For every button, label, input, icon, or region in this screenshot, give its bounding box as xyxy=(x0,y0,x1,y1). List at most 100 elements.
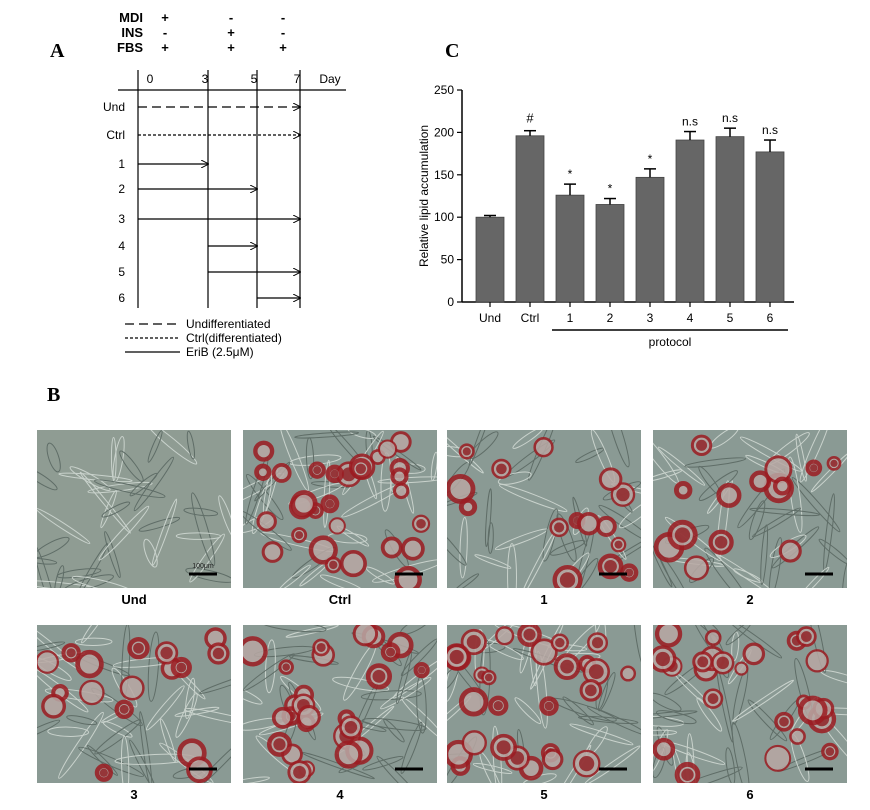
lipid-droplet xyxy=(160,646,173,660)
lipid-droplet xyxy=(212,647,225,660)
lipid-cell xyxy=(805,649,829,673)
cell-outline xyxy=(549,540,586,556)
lipid-cell xyxy=(620,665,637,682)
lipid-cell xyxy=(772,476,792,496)
micrograph-label: 5 xyxy=(540,787,548,802)
cell-outline xyxy=(768,537,783,588)
cell-outline xyxy=(145,430,198,465)
treatment-sign: + xyxy=(161,10,169,25)
micrograph-label: Ctrl xyxy=(328,592,352,607)
lipid-cell xyxy=(339,549,367,578)
cell-outline xyxy=(747,699,788,742)
micrograph-3 xyxy=(37,625,231,783)
lipid-droplet xyxy=(616,487,630,502)
day-tick-label: 0 xyxy=(147,72,154,86)
protocol-row-label: 3 xyxy=(118,212,125,226)
cell-outline xyxy=(159,718,177,762)
lipid-droplet xyxy=(496,463,507,475)
micrograph-label: Und xyxy=(121,592,147,607)
x-tick-label: Und xyxy=(479,311,501,325)
cell-outline xyxy=(74,637,113,646)
lipid-cell xyxy=(352,625,379,647)
bar xyxy=(715,136,745,303)
lipid-droplet xyxy=(282,663,290,671)
cell-outline xyxy=(799,430,832,483)
lipid-cell xyxy=(271,463,292,483)
cell-outline xyxy=(66,715,98,726)
cell-outline xyxy=(842,560,847,588)
micrograph-label: 2 xyxy=(746,592,754,607)
protocol-row-label: Und xyxy=(103,100,125,114)
cell-outline xyxy=(380,677,432,710)
cell-outline xyxy=(752,507,801,538)
lipid-cell xyxy=(290,490,318,518)
cell-outline xyxy=(823,493,835,572)
lipid-cell xyxy=(789,728,806,745)
lipid-droplet xyxy=(344,720,358,734)
cell-outline xyxy=(655,710,697,725)
cell-outline xyxy=(37,580,100,588)
cell-outline xyxy=(749,507,820,517)
cell-outline xyxy=(731,722,750,783)
significance-label: # xyxy=(526,111,534,126)
cell-outline xyxy=(37,536,70,559)
cell-outline xyxy=(138,516,181,532)
cell-outline xyxy=(361,717,427,731)
lipid-cell xyxy=(401,536,425,561)
cell-outline xyxy=(597,672,616,712)
lipid-cell xyxy=(37,650,60,674)
cell-outline xyxy=(37,507,91,545)
cell-outline xyxy=(684,457,747,468)
cell-outline xyxy=(184,677,196,720)
lipid-cell xyxy=(75,649,104,679)
lipid-cell xyxy=(530,638,558,666)
scale-bar-label: 100μm xyxy=(192,563,214,570)
lipid-droplet xyxy=(655,651,670,667)
cell-outline xyxy=(597,515,627,560)
cell-outline xyxy=(175,693,198,738)
y-tick-label: 0 xyxy=(447,295,454,309)
lipid-droplet xyxy=(119,704,129,714)
lipid-droplet xyxy=(462,447,471,456)
legend-label: Undifferentiated xyxy=(186,317,271,331)
x-tick-label: 5 xyxy=(727,311,734,325)
cell-outline xyxy=(147,430,163,463)
day-axis-label: Day xyxy=(319,72,340,86)
cell-outline xyxy=(46,442,61,473)
cell-outline xyxy=(716,480,730,560)
lipid-droplet xyxy=(386,647,396,657)
cell-outline xyxy=(514,697,542,724)
micrograph-image xyxy=(653,430,847,588)
bar xyxy=(635,176,665,303)
cell-outline xyxy=(704,547,751,588)
protocol-group-label: protocol xyxy=(649,335,692,349)
lipid-droplet xyxy=(714,535,728,549)
lipid-cell xyxy=(495,626,515,646)
lipid-droplet xyxy=(329,560,338,570)
cell-outline xyxy=(727,625,783,659)
day-tick-label: 7 xyxy=(294,72,301,86)
lipid-droplet xyxy=(707,693,719,704)
lipid-cell xyxy=(716,482,742,508)
cell-outline xyxy=(71,575,135,588)
lipid-droplet xyxy=(133,642,144,654)
treatment-sign: + xyxy=(227,25,235,40)
lipid-droplet xyxy=(624,568,634,577)
micrograph-image xyxy=(243,430,437,588)
lipid-droplet xyxy=(416,518,426,529)
bar xyxy=(475,216,505,303)
lipid-cell xyxy=(461,730,487,756)
bar xyxy=(755,151,785,303)
cell-outline xyxy=(400,638,437,677)
lipid-droplet xyxy=(584,684,597,697)
lipid-droplet xyxy=(355,463,367,475)
cell-outline xyxy=(725,625,753,646)
cell-outline xyxy=(323,459,331,528)
lipid-droplet xyxy=(779,716,789,727)
lipid-droplet xyxy=(681,768,694,781)
cell-outline xyxy=(400,721,423,774)
lipid-cell xyxy=(334,740,363,769)
cell-outline xyxy=(278,564,311,588)
lipid-cell xyxy=(742,642,766,666)
cell-outline xyxy=(77,543,109,588)
